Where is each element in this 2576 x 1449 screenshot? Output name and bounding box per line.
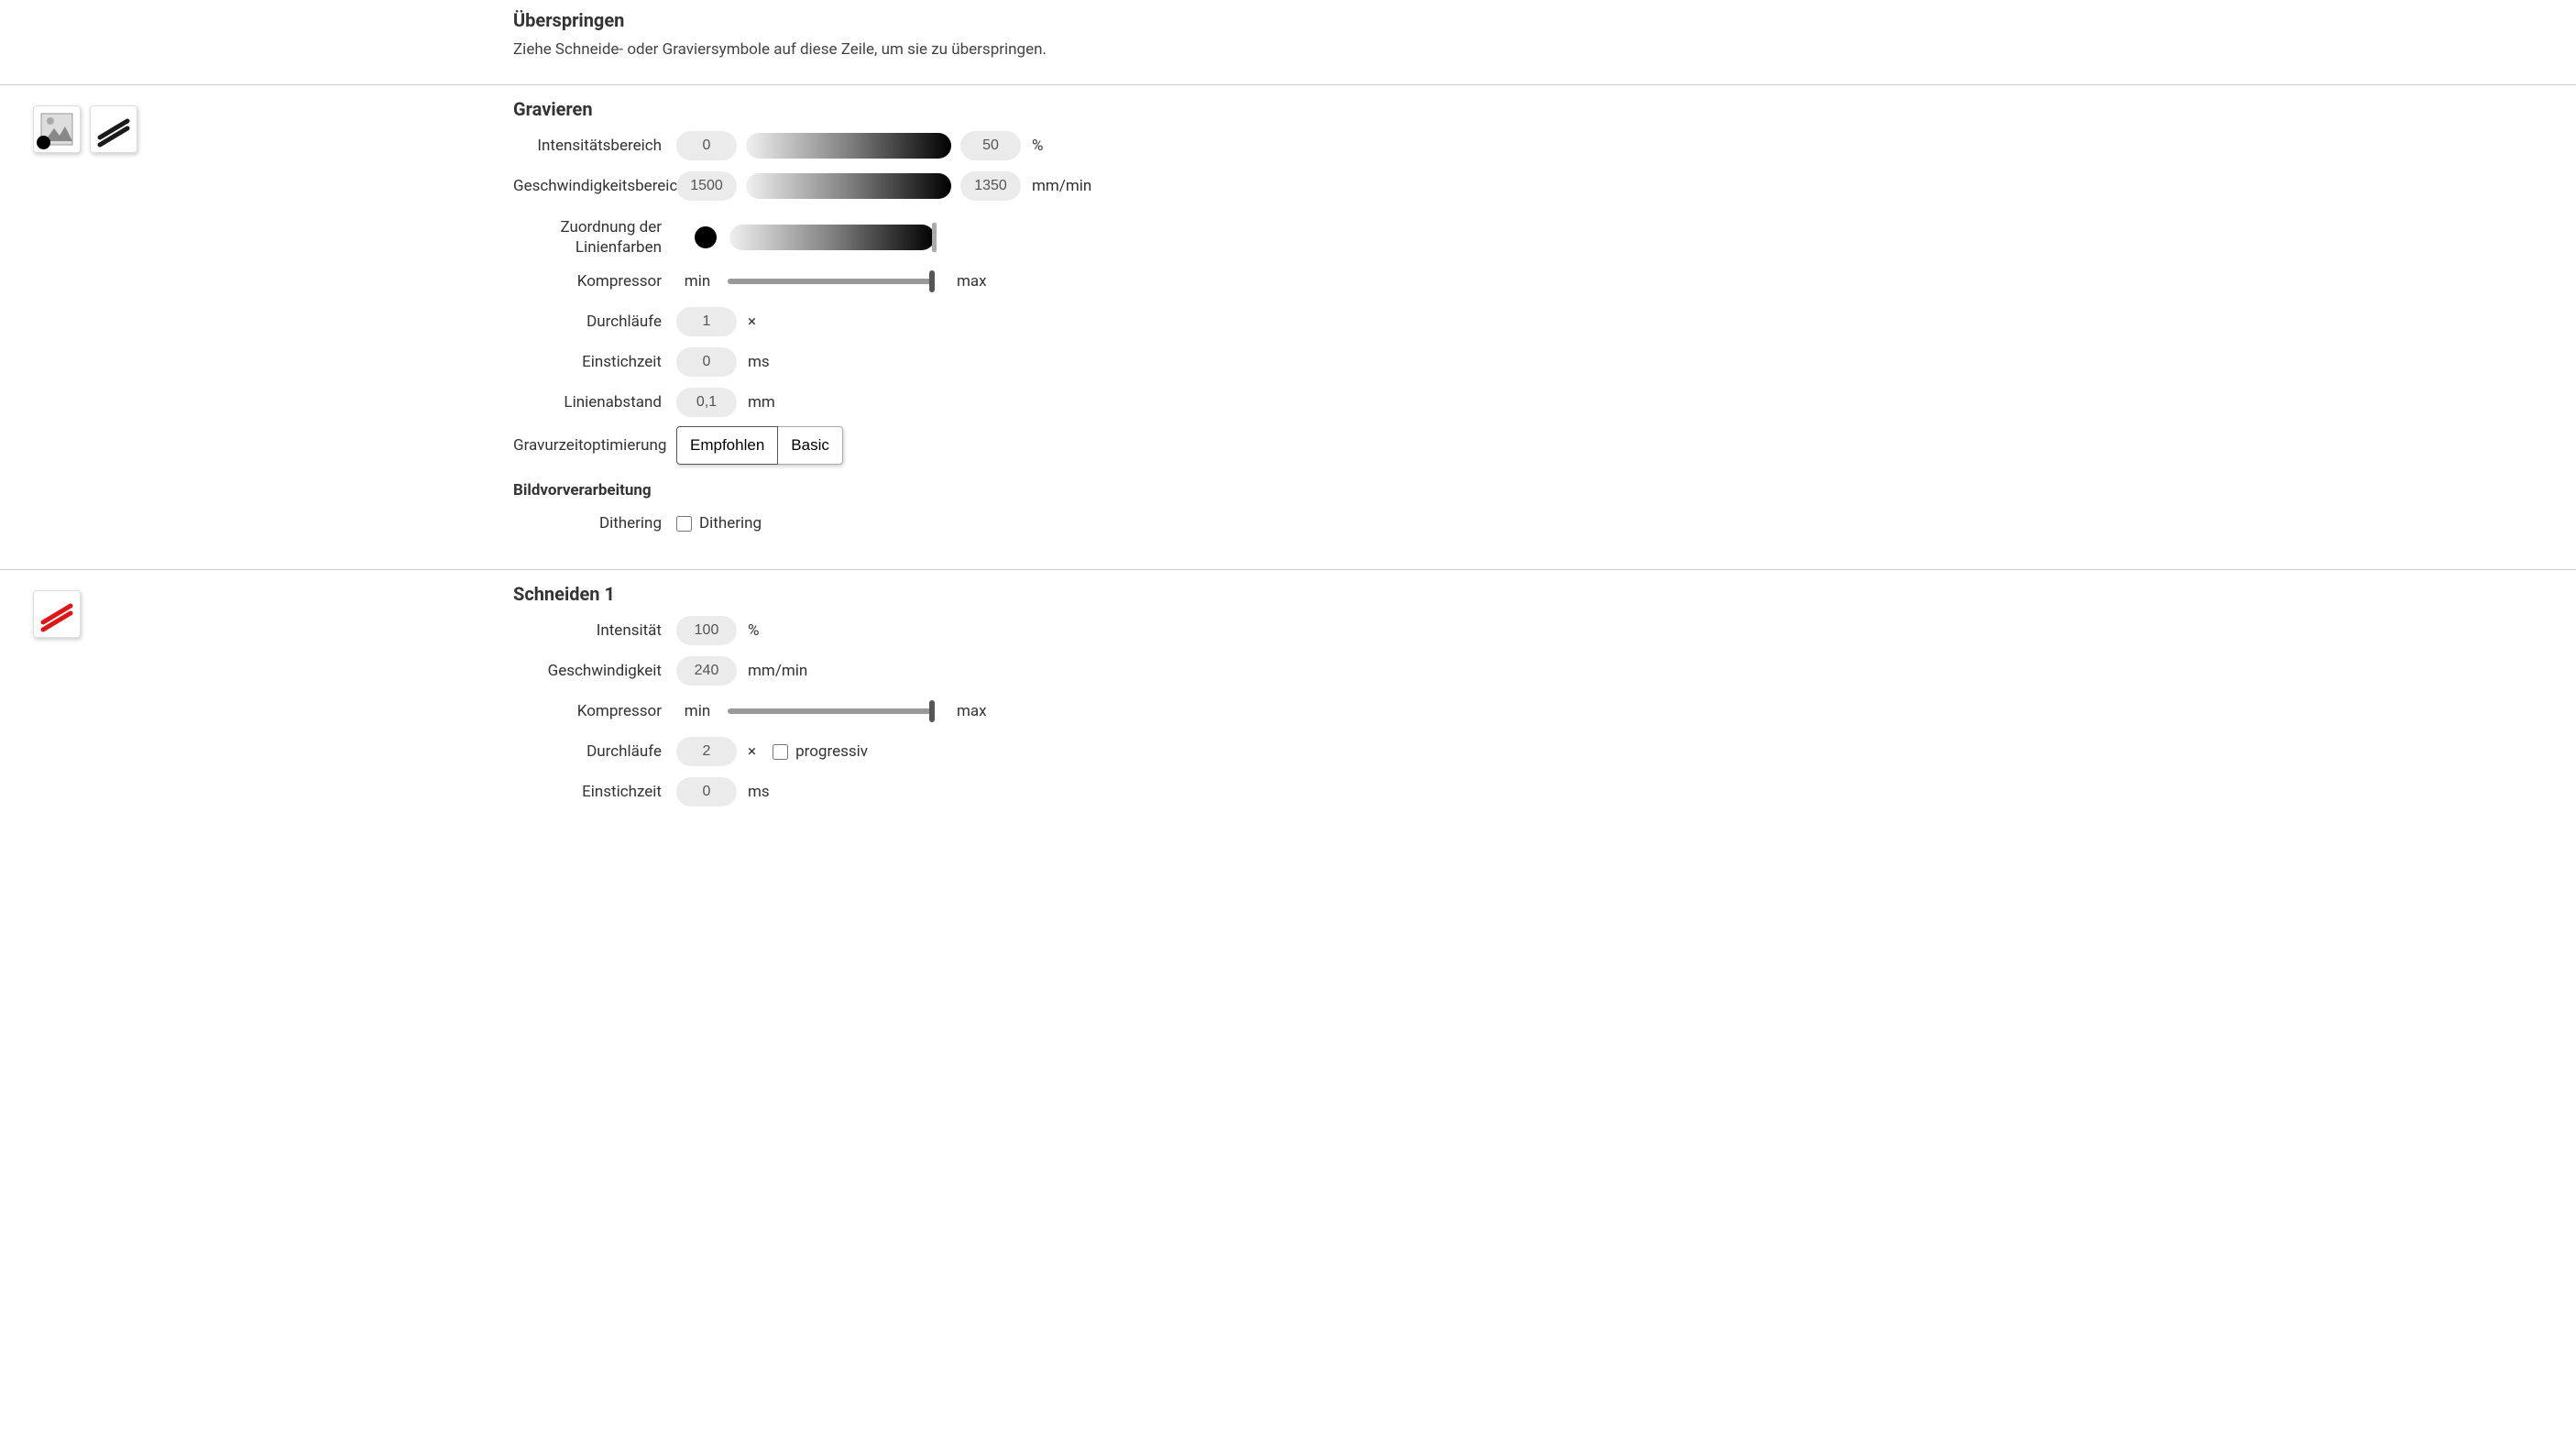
colormap-gradient[interactable] xyxy=(729,225,935,250)
speed-range-label: Geschwindigkeitsbereich xyxy=(513,177,676,195)
dithering-checkbox[interactable] xyxy=(676,516,692,532)
cut1-section: Schneiden 1 Intensität % Geschwindigkeit… xyxy=(0,569,2576,838)
engrave-title: Gravieren xyxy=(513,98,2539,120)
speed-range-row: Geschwindigkeitsbereich mm/min xyxy=(513,170,2539,203)
cut1-progressive-label: progressiv xyxy=(795,742,868,761)
skip-section: Überspringen Ziehe Schneide- oder Gravie… xyxy=(0,9,2576,84)
dithering-checkbox-wrap[interactable]: Dithering xyxy=(676,514,762,532)
cut1-compressor-min-label: min xyxy=(676,702,718,720)
cut1-intensity-unit: % xyxy=(748,621,759,640)
intensity-range-row: Intensitätsbereich % xyxy=(513,129,2539,162)
engrave-image-tile[interactable] xyxy=(33,105,81,153)
diagonal-lines-red-icon xyxy=(38,595,76,633)
passes-label: Durchläufe xyxy=(513,313,676,331)
cut1-progressive-wrap[interactable]: progressiv xyxy=(773,742,868,761)
cut1-passes-suffix: × xyxy=(748,742,756,761)
intensity-unit: % xyxy=(1032,137,1043,155)
linedist-input[interactable] xyxy=(676,388,737,417)
compressor-label: Kompressor xyxy=(513,272,676,291)
speed-low-input[interactable] xyxy=(676,171,737,201)
cut1-compressor-max-label: max xyxy=(957,702,987,720)
linedist-row: Linienabstand mm xyxy=(513,386,2539,419)
intensity-range-label: Intensitätsbereich xyxy=(513,137,676,155)
engrave-content: Gravieren Intensitätsbereich % Geschwind… xyxy=(513,98,2576,547)
cut1-content: Schneiden 1 Intensität % Geschwindigkeit… xyxy=(513,583,2576,816)
engrave-section: Gravieren Intensitätsbereich % Geschwind… xyxy=(0,84,2576,569)
cut1-compressor-row: Kompressor min max xyxy=(513,695,2539,728)
passes-suffix: × xyxy=(748,313,756,331)
cut1-compressor-thumb[interactable] xyxy=(929,700,935,722)
cut1-passes-input[interactable] xyxy=(676,737,737,766)
passes-input[interactable] xyxy=(676,307,737,336)
skip-title: Überspringen xyxy=(513,9,2539,31)
cut1-pierce-input[interactable] xyxy=(676,777,737,807)
skip-icon-col xyxy=(0,9,513,62)
colormap-row: Zuordnung der Linienfarben xyxy=(513,217,2539,258)
timeopt-recommended-button[interactable]: Empfohlen xyxy=(676,426,778,465)
skip-content: Überspringen Ziehe Schneide- oder Gravie… xyxy=(513,9,2576,62)
cut1-passes-label: Durchläufe xyxy=(513,742,676,761)
cut1-pierce-label: Einstichzeit xyxy=(513,783,676,801)
cut1-lines-tile[interactable] xyxy=(33,590,81,638)
cut1-intensity-label: Intensität xyxy=(513,621,676,640)
intensity-high-input[interactable] xyxy=(960,131,1021,160)
linedist-label: Linienabstand xyxy=(513,393,676,412)
passes-row: Durchläufe × xyxy=(513,305,2539,338)
colormap-dot[interactable] xyxy=(695,226,717,248)
pierce-input[interactable] xyxy=(676,347,737,377)
cut1-speed-input[interactable] xyxy=(676,656,737,686)
intensity-low-input[interactable] xyxy=(676,131,737,160)
speed-unit: mm/min xyxy=(1032,177,1091,195)
cut1-progressive-checkbox[interactable] xyxy=(773,744,788,760)
cut1-icons xyxy=(0,583,513,816)
diagonal-lines-icon xyxy=(94,110,133,148)
cut1-intensity-row: Intensität % xyxy=(513,614,2539,647)
engrave-lines-tile[interactable] xyxy=(90,105,137,153)
linedist-unit: mm xyxy=(748,393,775,412)
cut1-speed-label: Geschwindigkeit xyxy=(513,662,676,680)
timeopt-row: Gravurzeitoptimierung Empfohlen Basic xyxy=(513,426,2539,465)
cut1-compressor-slider[interactable] xyxy=(728,708,933,714)
cut1-title: Schneiden 1 xyxy=(513,583,2539,605)
compressor-slider[interactable] xyxy=(728,279,933,284)
dithering-label: Dithering xyxy=(513,514,676,532)
compressor-row: Kompressor min max xyxy=(513,265,2539,298)
intensity-gradient[interactable] xyxy=(746,133,951,159)
cut1-pierce-row: Einstichzeit ms xyxy=(513,775,2539,808)
cut1-speed-row: Geschwindigkeit mm/min xyxy=(513,654,2539,687)
engrave-icons xyxy=(0,98,513,547)
compressor-max-label: max xyxy=(957,272,987,291)
colormap-label: Zuordnung der Linienfarben xyxy=(513,217,676,258)
timeopt-label: Gravurzeitoptimierung xyxy=(513,436,676,455)
speed-high-input[interactable] xyxy=(960,171,1021,201)
cut1-compressor-label: Kompressor xyxy=(513,702,676,720)
cut1-intensity-input[interactable] xyxy=(676,616,737,645)
skip-hint: Ziehe Schneide- oder Graviersymbole auf … xyxy=(513,40,2539,59)
compressor-min-label: min xyxy=(676,272,718,291)
pierce-unit: ms xyxy=(748,353,770,371)
speed-gradient[interactable] xyxy=(746,173,951,199)
cut1-speed-unit: mm/min xyxy=(748,662,807,680)
compressor-thumb[interactable] xyxy=(929,270,935,292)
dithering-checkbox-label: Dithering xyxy=(699,514,762,532)
cut1-passes-row: Durchläufe × progressiv xyxy=(513,735,2539,768)
pierce-row: Einstichzeit ms xyxy=(513,346,2539,379)
cut1-pierce-unit: ms xyxy=(748,783,770,801)
timeopt-basic-button[interactable]: Basic xyxy=(778,426,843,465)
timeopt-buttons: Empfohlen Basic xyxy=(676,426,843,465)
pierce-label: Einstichzeit xyxy=(513,353,676,371)
status-dot-icon xyxy=(37,136,50,149)
imgprep-heading: Bildvorverarbeitung xyxy=(513,481,2539,499)
dithering-row: Dithering Dithering xyxy=(513,507,2539,540)
